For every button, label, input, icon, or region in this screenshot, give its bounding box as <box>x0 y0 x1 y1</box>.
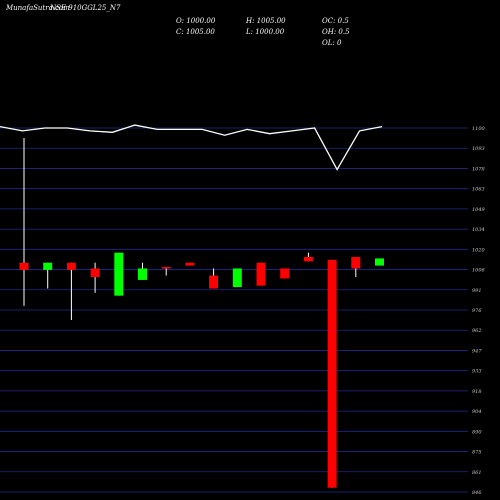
y-tick-label: 904 <box>472 409 482 415</box>
candle-body <box>327 259 337 488</box>
ohlc-oc: OC: 0.5 <box>322 17 349 25</box>
candle-body <box>19 262 29 270</box>
candle-body <box>185 262 195 266</box>
y-tick-label: 1034 <box>472 227 485 233</box>
y-tick-label: 890 <box>472 429 482 435</box>
y-tick-label: 1093 <box>472 146 485 152</box>
y-tick-label: 947 <box>472 348 482 354</box>
candle-body <box>90 268 100 278</box>
candle-body <box>280 268 290 279</box>
chart-header: MunafaSutra.com NSE 910GGL25_N7 <box>6 4 120 12</box>
candle-body <box>114 252 124 296</box>
ohlc-low: L: 1000.00 <box>246 28 285 36</box>
ohlc-oh: OH: 0.5 <box>322 28 350 36</box>
candle-body <box>351 256 361 269</box>
candle-body <box>161 267 171 269</box>
y-tick-label: 1063 <box>472 187 485 193</box>
ohlc-ol: OL: 0 <box>322 39 342 47</box>
y-tick-label: 861 <box>472 470 482 476</box>
candle-body <box>209 275 219 289</box>
y-tick-label: 1078 <box>472 166 485 172</box>
candle-body <box>256 262 266 286</box>
candle-body <box>375 258 384 266</box>
y-tick-label: 991 <box>472 288 482 294</box>
y-tick-label: 1006 <box>472 268 486 274</box>
ohlc-high: H: 1005.00 <box>246 17 286 25</box>
y-tick-label: 1100 <box>472 126 486 132</box>
ohlc-close: C: 1005.00 <box>176 28 215 36</box>
overlay-line <box>0 124 383 171</box>
site-title: MunafaSutra.com <box>6 4 70 12</box>
y-tick-label: 1049 <box>472 207 486 213</box>
y-tick-label: 875 <box>472 450 482 456</box>
y-tick-label: 933 <box>472 369 482 375</box>
candle-body <box>43 262 53 270</box>
y-tick-label: 1020 <box>472 247 486 253</box>
ticker-label: NSE 910GGL25_N7 <box>50 4 121 12</box>
y-tick-label: 976 <box>472 308 482 314</box>
candle-body <box>232 268 242 288</box>
y-tick-label: 846 <box>472 490 482 496</box>
candle-body <box>66 262 76 270</box>
y-tick-label: 918 <box>472 389 482 395</box>
candle-body <box>303 256 313 262</box>
ohlc-open: O: 1000.00 <box>176 17 216 25</box>
candle-body <box>138 268 147 280</box>
y-tick-label: 962 <box>472 328 482 334</box>
